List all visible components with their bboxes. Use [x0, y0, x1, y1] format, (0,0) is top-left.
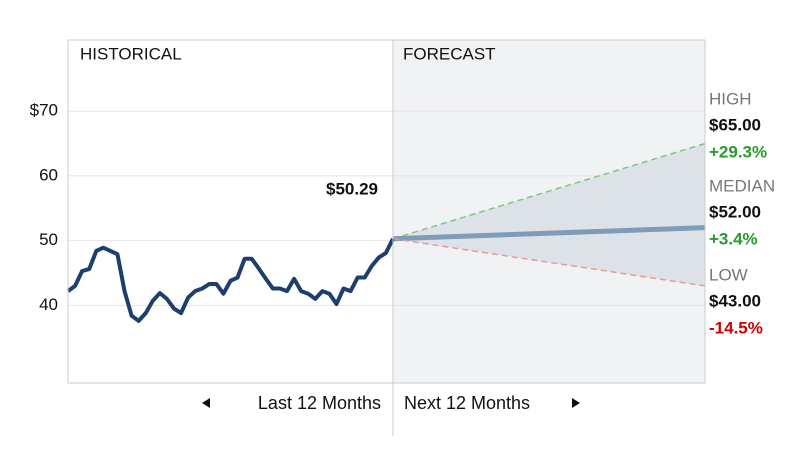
forecast-change: +29.3% — [709, 142, 767, 161]
forecast-line — [392, 238, 706, 287]
current-price-label: $50.29 — [326, 179, 378, 198]
forecast-change: +3.4% — [709, 229, 758, 248]
arrow-left — [202, 398, 210, 408]
y-tick-label: $70 — [30, 101, 58, 120]
forecast-line — [392, 225, 706, 242]
forecast-line — [392, 142, 706, 240]
arrow-right — [572, 398, 580, 408]
panel-label: HISTORICAL — [80, 44, 182, 63]
forecast-name: LOW — [709, 265, 748, 284]
forecast-name: HIGH — [709, 89, 752, 108]
y-tick-label: 60 — [39, 165, 58, 184]
period-label: Last 12 Months — [258, 393, 381, 413]
forecast-value: $52.00 — [709, 202, 761, 221]
y-tick-label: 50 — [39, 230, 58, 249]
plot-frame — [67, 39, 706, 384]
forecast-name: MEDIAN — [709, 176, 775, 195]
period-label: Next 12 Months — [404, 393, 530, 413]
forecast-value: $65.00 — [709, 115, 761, 134]
forecast-range — [393, 143, 705, 286]
forecast-change: -14.5% — [709, 318, 763, 337]
marks — [66, 142, 706, 323]
historical-line — [66, 237, 395, 323]
panel-label: FORECAST — [403, 44, 496, 63]
y-tick-label: 40 — [39, 295, 58, 314]
forecast-value: $43.00 — [709, 291, 761, 310]
